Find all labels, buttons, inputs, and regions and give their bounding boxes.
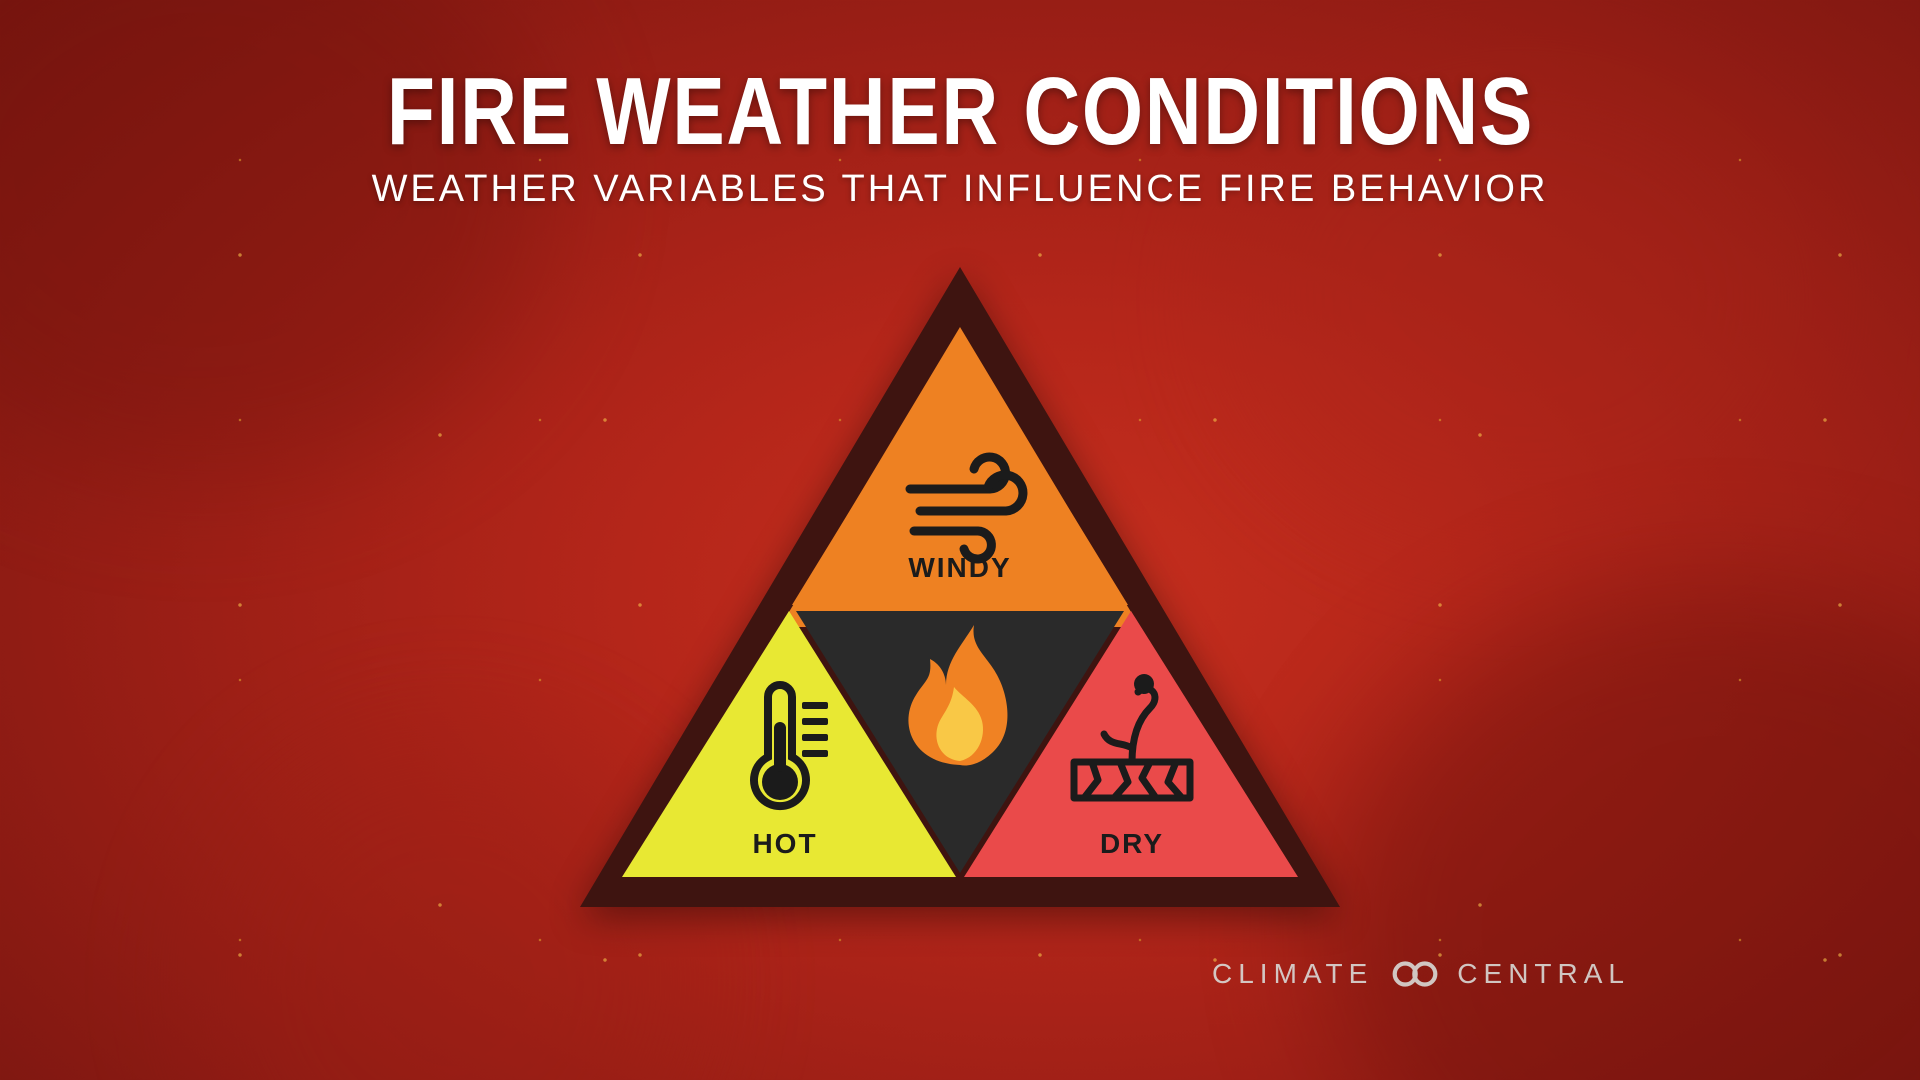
brand-attribution: CLIMATE CENTRAL [1212,958,1630,990]
infographic-container: FIRE WEATHER CONDITIONS WEATHER VARIABLE… [0,0,1920,1080]
triangle-inner-group [622,331,1298,877]
subtitle: WEATHER VARIABLES THAT INFLUENCE FIRE BE… [261,168,1660,211]
title-block: FIRE WEATHER CONDITIONS WEATHER VARIABLE… [261,64,1660,211]
brand-word-left: CLIMATE [1212,958,1373,990]
main-title: FIRE WEATHER CONDITIONS [386,64,1533,160]
infinity-rings-icon [1387,959,1443,989]
fire-triangle: WINDY HOT [550,247,1370,927]
fire-triangle-svg: WINDY HOT [550,247,1370,927]
segment-label-dry: DRY [1100,828,1164,859]
segment-label-windy: WINDY [908,552,1011,583]
segment-label-hot: HOT [752,828,817,859]
brand-word-right: CENTRAL [1457,958,1630,990]
